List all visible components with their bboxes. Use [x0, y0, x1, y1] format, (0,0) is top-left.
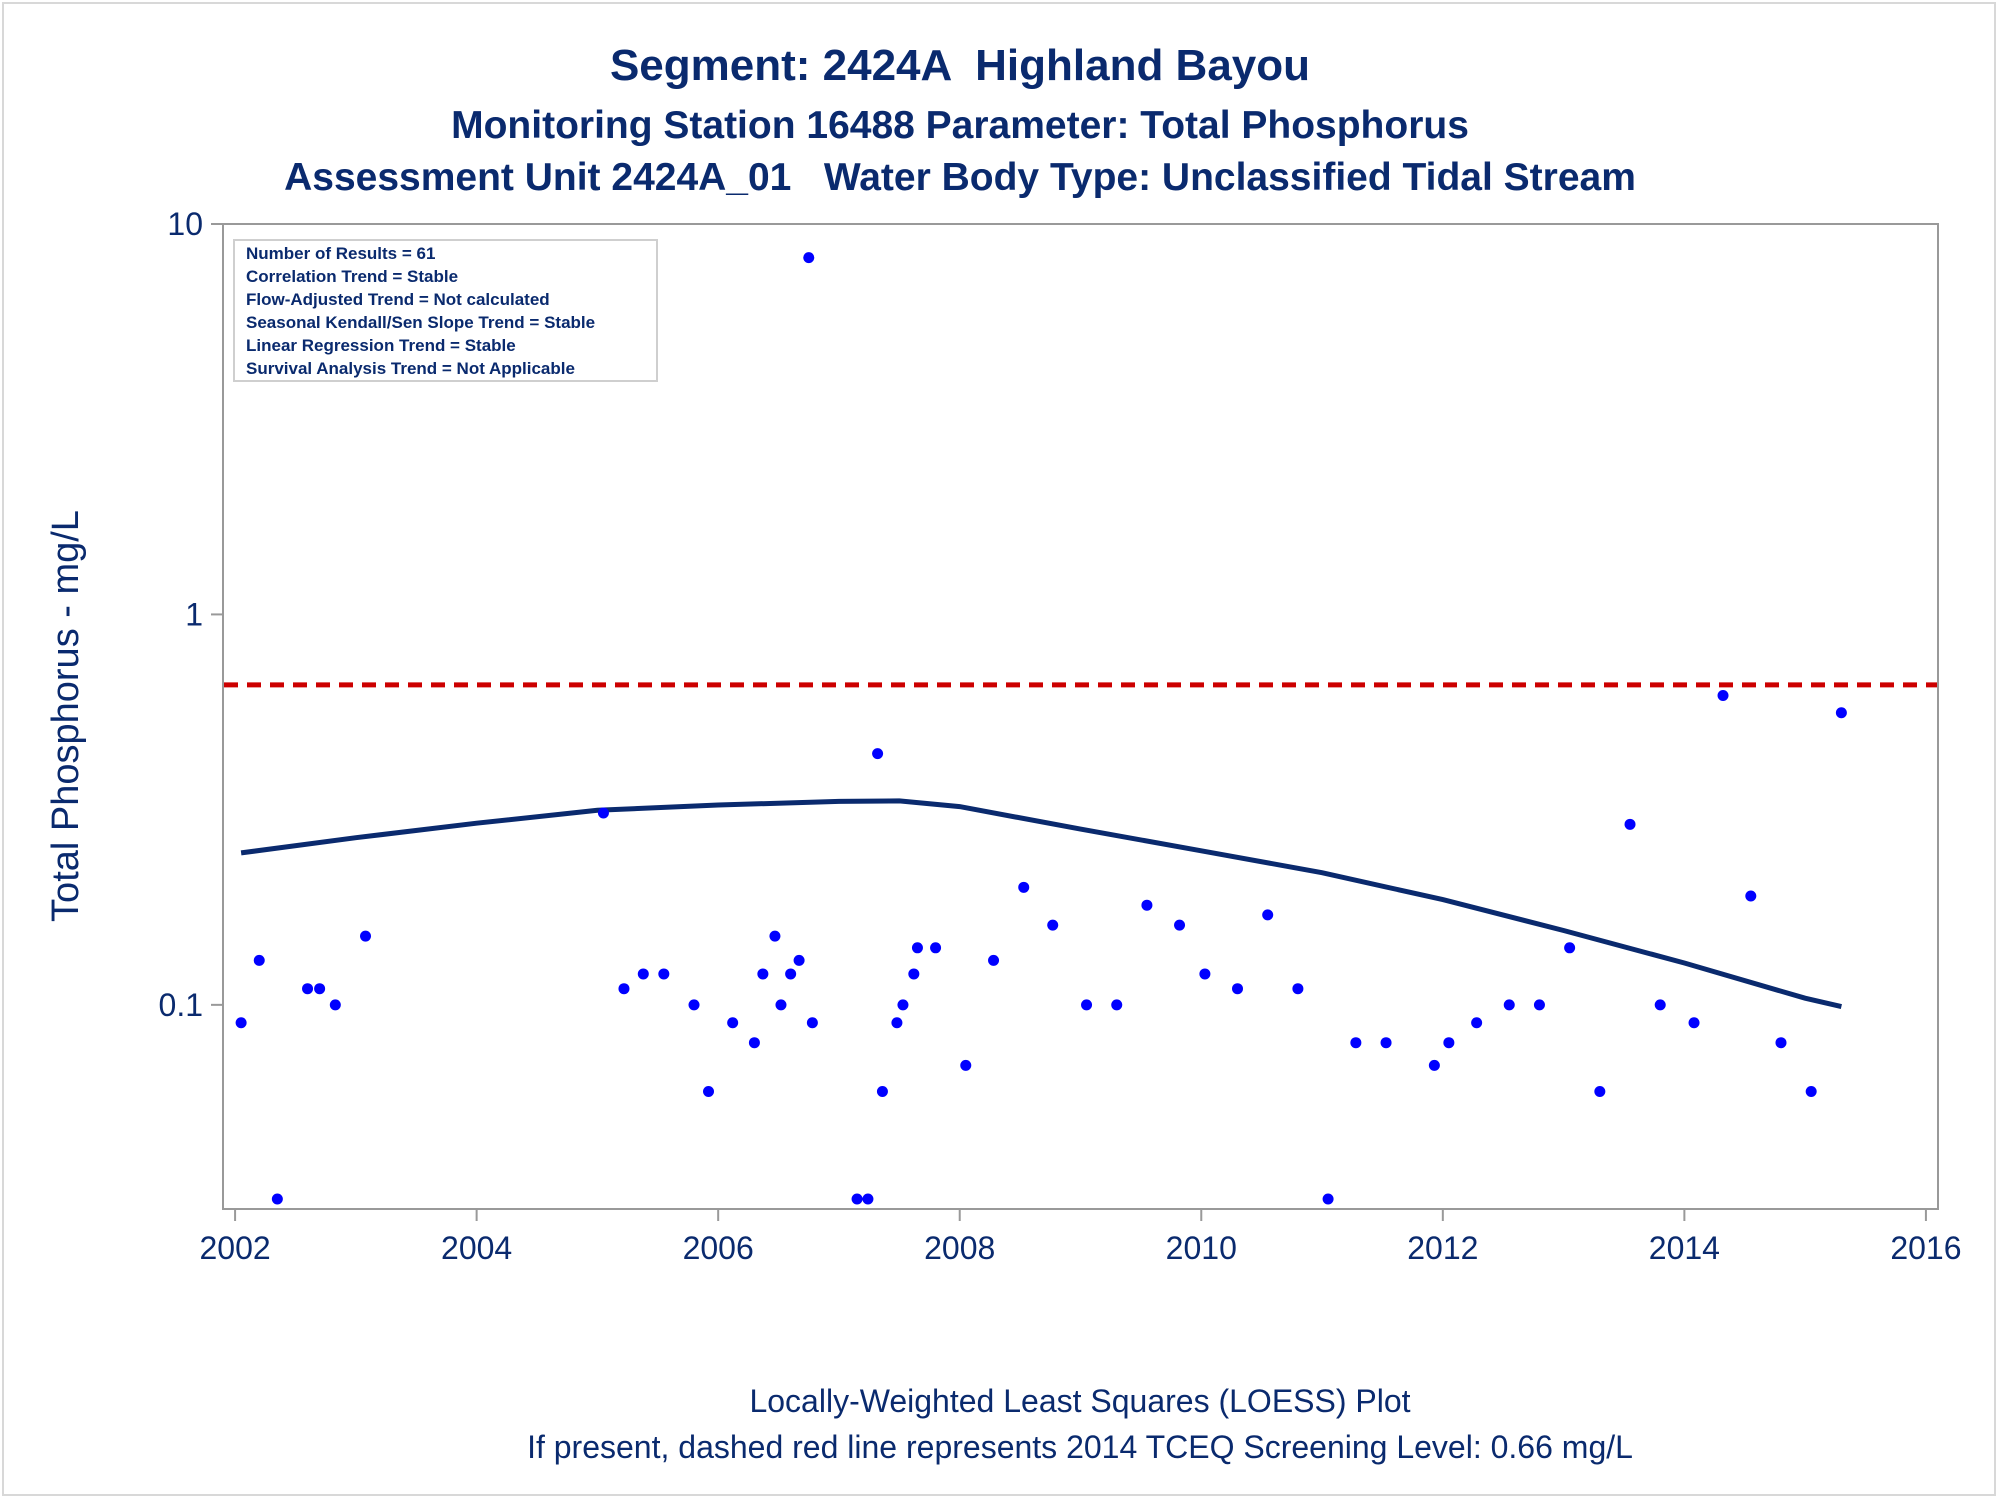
- data-point: [271, 1193, 283, 1205]
- stats-lines: Number of Results = 61 Correlation Trend …: [246, 244, 595, 378]
- data-point: [897, 999, 909, 1011]
- data-point: [1292, 983, 1304, 995]
- data-point: [911, 942, 923, 954]
- data-point: [803, 252, 815, 264]
- data-point: [785, 968, 797, 980]
- x-tick-label: 2006: [683, 1230, 754, 1266]
- data-point: [1141, 899, 1153, 911]
- data-point: [908, 968, 920, 980]
- data-point: [891, 1017, 903, 1029]
- data-point: [1018, 881, 1030, 893]
- chart-title: Segment: 2424A Highland Bayou: [610, 41, 1310, 90]
- plot-area: [222, 223, 1939, 1210]
- data-point: [1262, 909, 1274, 921]
- data-point: [1111, 999, 1123, 1011]
- data-point: [235, 1017, 247, 1029]
- data-point: [1835, 707, 1847, 719]
- data-point: [1688, 1017, 1700, 1029]
- data-point: [960, 1059, 972, 1071]
- data-point: [988, 954, 1000, 966]
- data-point: [862, 1193, 874, 1205]
- y-axis: 0.1 1 10: [159, 206, 223, 1023]
- data-point: [1199, 968, 1211, 980]
- stats-line: Survival Analysis Trend = Not Applicable: [246, 359, 575, 378]
- data-point: [329, 999, 341, 1011]
- x-tick-label: 2008: [924, 1230, 995, 1266]
- data-point: [1471, 1017, 1483, 1029]
- data-point: [1350, 1037, 1362, 1049]
- data-point: [1564, 942, 1576, 954]
- data-point: [637, 968, 649, 980]
- y-tick-label: 0.1: [159, 987, 203, 1023]
- data-point: [1174, 919, 1186, 931]
- data-point: [597, 807, 609, 819]
- data-point: [769, 930, 781, 942]
- data-point: [727, 1017, 739, 1029]
- chart-subtitle: Monitoring Station 16488 Parameter: Tota…: [451, 104, 1469, 147]
- data-point: [618, 983, 630, 995]
- data-point: [1443, 1037, 1455, 1049]
- x-tick-label: 2012: [1407, 1230, 1478, 1266]
- data-point: [872, 748, 884, 760]
- footnote-screening: If present, dashed red line represents 2…: [527, 1429, 1633, 1465]
- data-point: [775, 999, 787, 1011]
- stats-line: Linear Regression Trend = Stable: [246, 336, 516, 355]
- data-point: [1047, 919, 1059, 931]
- stats-line: Number of Results = 61: [246, 244, 435, 263]
- data-point: [1624, 818, 1636, 830]
- data-point: [688, 999, 700, 1011]
- data-point: [1533, 999, 1545, 1011]
- footnote-loess: Locally-Weighted Least Squares (LOESS) P…: [749, 1383, 1410, 1419]
- x-tick-label: 2002: [199, 1230, 270, 1266]
- data-point: [253, 954, 265, 966]
- stats-line: Correlation Trend = Stable: [246, 267, 458, 286]
- stats-line: Flow-Adjusted Trend = Not calculated: [246, 290, 550, 309]
- data-point: [1322, 1193, 1334, 1205]
- data-point: [748, 1037, 760, 1049]
- data-point: [1380, 1037, 1392, 1049]
- x-tick-label: 2004: [441, 1230, 512, 1266]
- loess-line: [240, 798, 1842, 1010]
- data-point: [793, 954, 805, 966]
- x-tick-label: 2016: [1890, 1230, 1961, 1266]
- stats-box: [233, 239, 658, 382]
- x-tick-label: 2014: [1649, 1230, 1720, 1266]
- data-point: [1654, 999, 1666, 1011]
- data-point: [757, 968, 769, 980]
- y-axis-label: Total Phosphorus - mg/L: [45, 510, 87, 922]
- x-axis: 2002 2004 2006 2008 2010 2012 2014 2016: [199, 1209, 1962, 1266]
- data-point: [302, 983, 314, 995]
- y-tick-label: 10: [167, 206, 203, 242]
- data-point: [360, 930, 372, 942]
- data-point: [930, 942, 942, 954]
- data-point: [1081, 999, 1093, 1011]
- data-point: [1805, 1085, 1817, 1097]
- y-tick-label: 1: [185, 596, 203, 632]
- data-point: [1503, 999, 1515, 1011]
- data-point: [1594, 1085, 1606, 1097]
- data-point: [314, 983, 326, 995]
- stats-line: Seasonal Kendall/Sen Slope Trend = Stabl…: [246, 313, 595, 332]
- data-point: [703, 1085, 715, 1097]
- data-point: [1232, 983, 1244, 995]
- data-point: [1717, 689, 1729, 701]
- data-point: [1745, 890, 1757, 902]
- data-point: [876, 1085, 888, 1097]
- chart-subtitle-2: Assessment Unit 2424A_01 Water Body Type…: [284, 156, 1636, 199]
- data-point: [1775, 1037, 1787, 1049]
- data-point: [806, 1017, 818, 1029]
- data-point: [658, 968, 670, 980]
- data-point: [1428, 1059, 1440, 1071]
- data-point: [851, 1193, 863, 1205]
- data-points: [235, 252, 1847, 1205]
- x-tick-label: 2010: [1166, 1230, 1237, 1266]
